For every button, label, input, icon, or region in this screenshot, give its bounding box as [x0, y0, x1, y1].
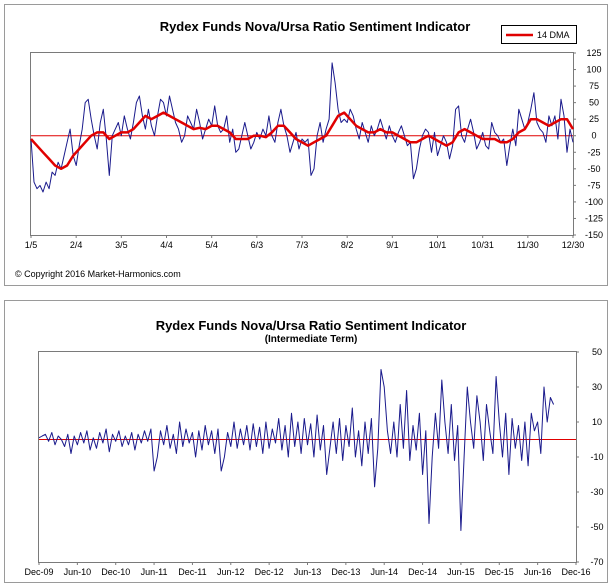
- series-line-ratio: [30, 62, 574, 193]
- series-group: [38, 369, 555, 531]
- x-tick-label-1-5: 1/5: [25, 240, 38, 250]
- legend-label-14-dma: 14 DMA: [537, 30, 570, 40]
- series-line-14-dma: [30, 111, 575, 171]
- x-tick-label-dec-09: Dec-09: [24, 567, 53, 577]
- plot-area: [38, 351, 577, 563]
- y-tick-label-30: 30: [592, 382, 602, 392]
- x-axis-ticks: Dec-09 Jun-10 Dec-10 Jun-11 Dec-11 Jun-12 Dec-…: [24, 562, 591, 577]
- x-tick-label-3-5: 3/5: [115, 240, 128, 250]
- x-tick-label-dec-10: Dec-10: [101, 567, 130, 577]
- x-tick-label-5-4: 5/4: [205, 240, 218, 250]
- y-tick-label-125: 125: [586, 48, 601, 58]
- x-tick-label-10-1: 10/1: [429, 240, 447, 250]
- x-tick-label-8-2: 8/2: [341, 240, 354, 250]
- chart-title: Rydex Funds Nova/Ursa Ratio Sentiment In…: [156, 318, 467, 333]
- x-tick-label-jun-11: Jun-11: [141, 567, 168, 577]
- x-tick-label-dec-16: Dec-16: [561, 567, 590, 577]
- x-axis-ticks: 1/5 2/4 3/5 4/4 5/4 6/3 7/3 8/2 9/1 10/1 10/31 11/3…: [25, 235, 585, 250]
- y-tick-label-50: 50: [592, 347, 602, 357]
- short-term-chart-panel: Rydex Funds Nova/Ursa Ratio Sentiment In…: [4, 4, 608, 286]
- x-tick-label-7-3: 7/3: [296, 240, 309, 250]
- x-tick-label-jun-10: Jun-10: [64, 567, 92, 577]
- y-tick-label-70: -70: [590, 557, 603, 567]
- y-tick-label-25: 25: [589, 114, 599, 124]
- y-tick-label-75: 75: [589, 81, 599, 91]
- x-tick-label-12-30: 12/30: [562, 240, 585, 250]
- x-tick-label-jun-16: Jun-16: [524, 567, 552, 577]
- y-tick-label-50: -50: [590, 522, 603, 532]
- intermediate-term-chart-panel: Rydex Funds Nova/Ursa Ratio Sentiment In…: [4, 300, 608, 583]
- x-tick-label-dec-13: Dec-13: [331, 567, 360, 577]
- chart-subtitle: (Intermediate Term): [265, 334, 358, 345]
- y-tick-label-100: 100: [586, 65, 601, 75]
- y-tick-label-25: -25: [587, 147, 600, 157]
- legend-box: [501, 25, 577, 44]
- x-tick-label-2-4: 2/4: [70, 240, 83, 250]
- x-tick-label-dec-14: Dec-14: [408, 567, 437, 577]
- y-tick-label-0: 0: [591, 131, 596, 141]
- series-group: [30, 62, 575, 193]
- x-tick-label-dec-11: Dec-11: [178, 567, 206, 577]
- short-term-chart: Rydex Funds Nova/Ursa Ratio Sentiment In…: [15, 19, 603, 279]
- y-tick-label-125: -125: [585, 213, 603, 223]
- plot-area: [30, 52, 574, 236]
- y-axis-ticks: 50 30 10 -10 -30 -50 -70: [576, 347, 604, 567]
- x-tick-label-jun-14: Jun-14: [370, 567, 398, 577]
- chart-title: Rydex Funds Nova/Ursa Ratio Sentiment In…: [160, 19, 471, 34]
- intermediate-term-chart: Rydex Funds Nova/Ursa Ratio Sentiment In…: [24, 318, 604, 577]
- y-tick-label-75: -75: [587, 180, 600, 190]
- y-tick-label-10: -10: [590, 452, 603, 462]
- x-tick-label-9-1: 9/1: [386, 240, 399, 250]
- x-tick-label-jun-13: Jun-13: [294, 567, 322, 577]
- x-tick-label-4-4: 4/4: [160, 240, 173, 250]
- x-tick-label-jun-15: Jun-15: [447, 567, 475, 577]
- x-tick-label-dec-15: Dec-15: [485, 567, 514, 577]
- y-tick-label-30: -30: [590, 487, 603, 497]
- series-line-ratio: [38, 369, 555, 531]
- x-tick-label-10-31: 10/31: [471, 240, 494, 250]
- y-tick-label-150: -150: [585, 230, 603, 240]
- x-tick-label-11-30: 11/30: [517, 240, 539, 250]
- y-tick-label-50: 50: [589, 98, 599, 108]
- x-tick-label-dec-12: Dec-12: [255, 567, 284, 577]
- y-tick-label-10: 10: [592, 417, 602, 427]
- copyright-text: © Copyright 2016 Market-Harmonics.com: [15, 269, 181, 279]
- y-tick-label-100: -100: [585, 197, 603, 207]
- y-axis-ticks: 125 100 75 50 25 0 -25 -50 -75 -100 -125 -150: [573, 48, 603, 240]
- y-tick-label-50: -50: [587, 164, 600, 174]
- x-tick-label-jun-12: Jun-12: [217, 567, 245, 577]
- legend: 14 DMA: [501, 25, 577, 44]
- x-tick-label-6-3: 6/3: [251, 240, 264, 250]
